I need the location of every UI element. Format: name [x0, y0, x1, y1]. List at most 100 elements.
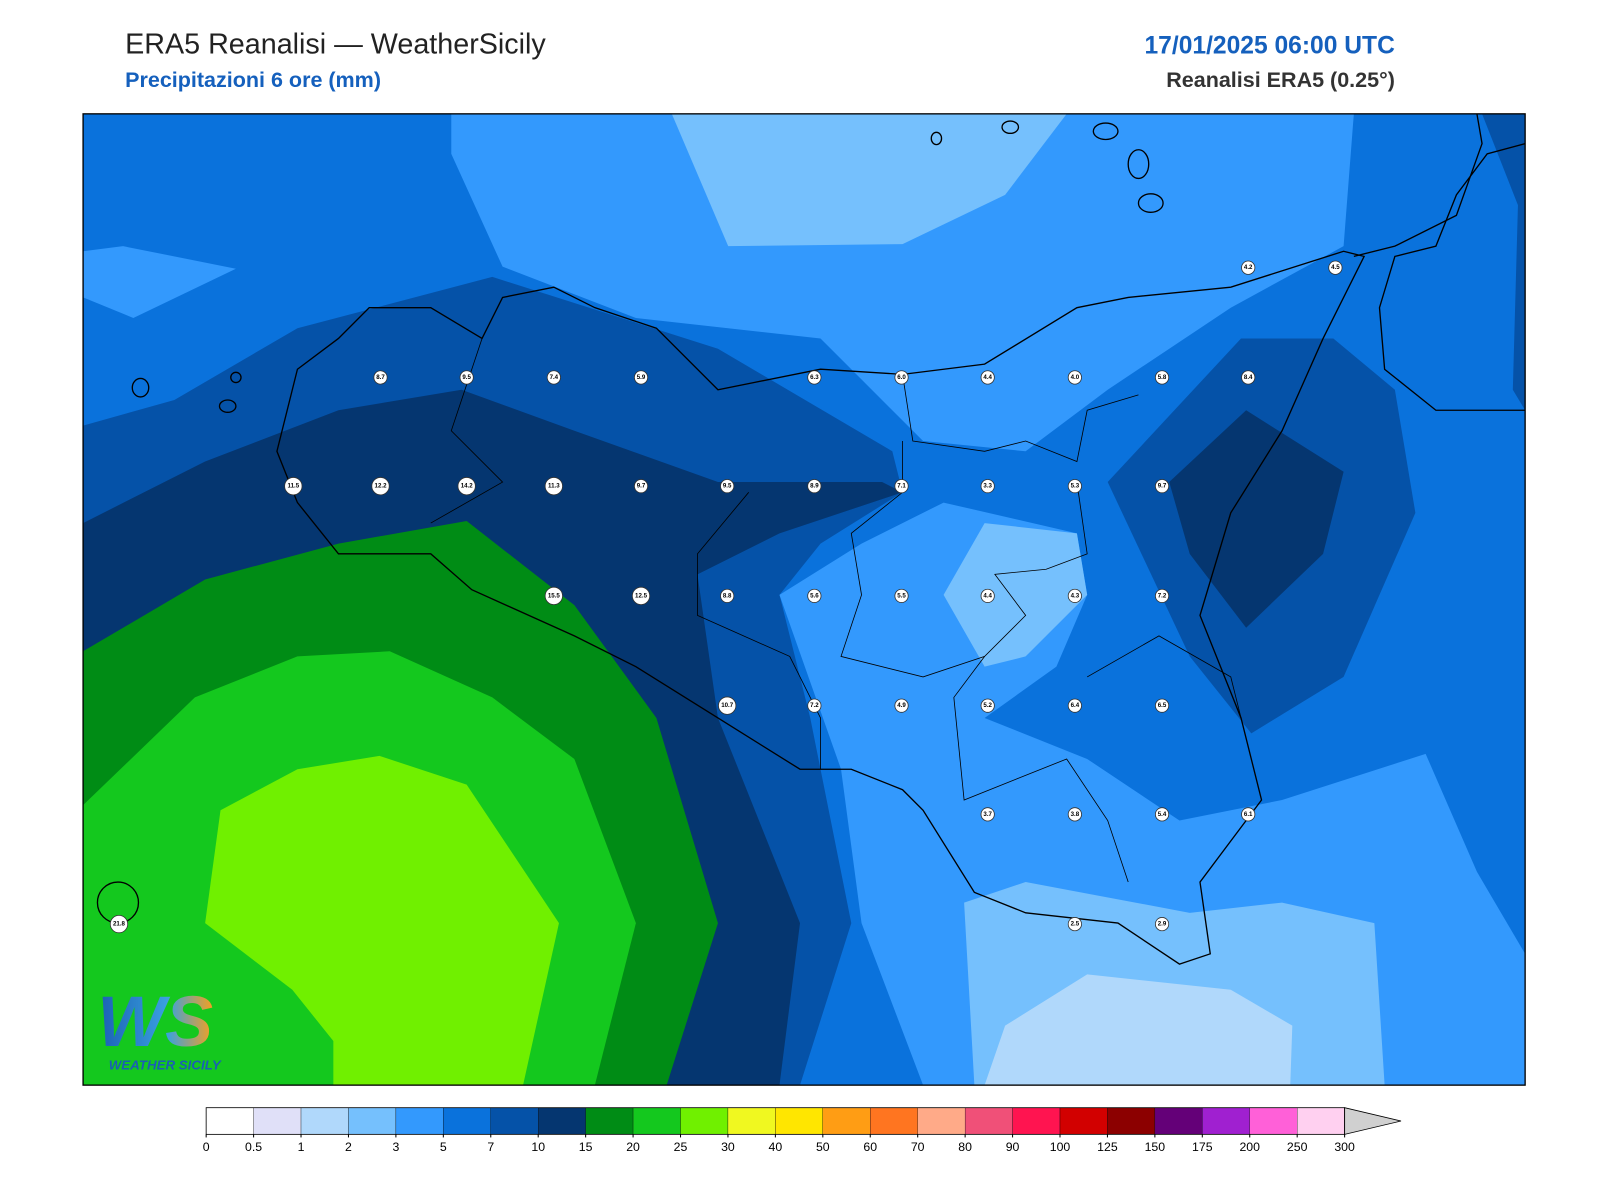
colorbar-label: 80 [958, 1140, 972, 1154]
station-marker [1067, 479, 1082, 494]
colorbar-label: 300 [1334, 1140, 1355, 1154]
colorbar-label: 150 [1145, 1140, 1166, 1154]
station-marker [980, 479, 995, 494]
colorbar-label: 50 [816, 1140, 830, 1154]
colorbar-cell [538, 1107, 586, 1135]
station-value: 4.2 [1244, 264, 1253, 271]
source: Reanalisi ERA5 (0.25°) [1166, 68, 1395, 92]
station-marker [1154, 370, 1170, 385]
station-marker [980, 588, 995, 603]
colorbar-label: 200 [1239, 1140, 1260, 1154]
colorbar-cell [206, 1107, 254, 1135]
station-marker [546, 370, 561, 385]
station-value: 4.9 [897, 702, 906, 709]
station-value: 5.9 [637, 374, 646, 381]
station-marker [633, 479, 649, 494]
colorbar-label: 5 [440, 1140, 447, 1154]
station-marker [371, 477, 390, 496]
title: ERA5 Reanalisi — WeatherSicily [125, 28, 546, 60]
colorbar-label: 2 [345, 1140, 352, 1154]
station-value: 5.4 [1158, 811, 1167, 818]
colorbar-label: 1 [298, 1140, 305, 1154]
colorbar-label: 40 [769, 1140, 783, 1154]
station-value: 6.1 [1244, 811, 1253, 818]
colorbar-label: 250 [1287, 1140, 1308, 1154]
station-value: 9.5 [723, 483, 732, 490]
station-marker [1067, 807, 1082, 822]
station-value: 7.4 [550, 374, 559, 381]
station-value: 12.2 [375, 483, 388, 490]
station-value: 11.5 [288, 483, 300, 490]
colorbar-label: 175 [1192, 1140, 1213, 1154]
colorbar-cell [727, 1107, 776, 1135]
colorbar-label: 20 [626, 1140, 640, 1154]
station-value: 5.8 [1158, 374, 1167, 381]
station-value: 5.3 [1071, 483, 1080, 490]
colorbar-label: 90 [1006, 1140, 1020, 1154]
station-marker [894, 370, 909, 385]
station-marker [1154, 807, 1170, 822]
colorbar-cell [632, 1107, 681, 1135]
station-marker [1154, 588, 1170, 603]
station-marker [720, 479, 735, 494]
colorbar-extend [1344, 1107, 1402, 1135]
station-marker [894, 479, 909, 494]
station-value: 5.5 [897, 592, 906, 599]
station-marker [1241, 370, 1256, 385]
colorbar-cell [300, 1107, 349, 1135]
datetime: 17/01/2025 06:00 UTC [1144, 32, 1395, 59]
colorbar-label: 60 [863, 1140, 877, 1154]
colorbar-label: 3 [392, 1140, 399, 1154]
station-value: 4.3 [1071, 592, 1080, 599]
stations: 4.2 4.5 8.7 9.5 7.4 5.9 6.3 6.0 4.4 4.0 5.8 8.4 11.5… [109, 260, 1343, 934]
station-value: 8.8 [723, 592, 732, 599]
station-value: 7.1 [897, 483, 906, 490]
station-value: 6.3 [810, 374, 819, 381]
colorbar-cell [1154, 1107, 1203, 1135]
colorbar-label: 10 [531, 1140, 545, 1154]
logo-text: WEATHER SICILY [109, 1058, 222, 1073]
station-marker [1067, 588, 1082, 603]
map-frame [82, 113, 1526, 1086]
station-marker [807, 588, 822, 603]
colorbar-cell [1249, 1107, 1298, 1135]
colorbar-cell [917, 1107, 966, 1135]
station-value: 4.4 [983, 374, 992, 381]
colorbar-cell [585, 1107, 634, 1135]
colorbar-cell [680, 1107, 729, 1135]
colorbar-cell [870, 1107, 918, 1135]
station-value: 6.4 [1071, 702, 1080, 709]
station-value: 6.5 [1158, 702, 1167, 709]
station-marker [1154, 917, 1170, 932]
colorbar-cell [964, 1107, 1013, 1135]
station-value: 4.0 [1071, 374, 1080, 381]
station-value: 8.4 [1244, 374, 1253, 381]
station-value: 8.9 [810, 483, 819, 490]
station-value: 5.6 [810, 592, 819, 599]
subtitle: Precipitazioni 6 ore (mm) [125, 68, 381, 92]
station-value: 9.5 [462, 374, 471, 381]
station-marker [807, 479, 822, 494]
coastline [96, 113, 1526, 965]
colorbar-cell [775, 1107, 823, 1135]
station-value: 21.8 [113, 921, 126, 928]
station-marker [807, 698, 822, 713]
station-value: 7.2 [810, 702, 819, 709]
colorbar-label: 0.5 [245, 1140, 262, 1154]
colorbar-cell [348, 1107, 397, 1135]
colorbar-cell [1012, 1107, 1061, 1135]
station-marker [1154, 698, 1170, 713]
colorbar-cell [443, 1107, 491, 1135]
station-value: 12.5 [635, 592, 648, 599]
logo: WS WEATHER SICILY [97, 982, 221, 1073]
station-value: 14.2 [461, 483, 474, 490]
station-value: 5.2 [983, 702, 992, 709]
logo-mark: WS [97, 982, 213, 1062]
station-marker [980, 370, 995, 385]
colorbar-cell [253, 1107, 302, 1135]
station-marker [109, 914, 129, 934]
colorbar-cell [1202, 1107, 1250, 1135]
station-marker [720, 588, 735, 603]
station-value: 2.9 [1158, 921, 1167, 928]
